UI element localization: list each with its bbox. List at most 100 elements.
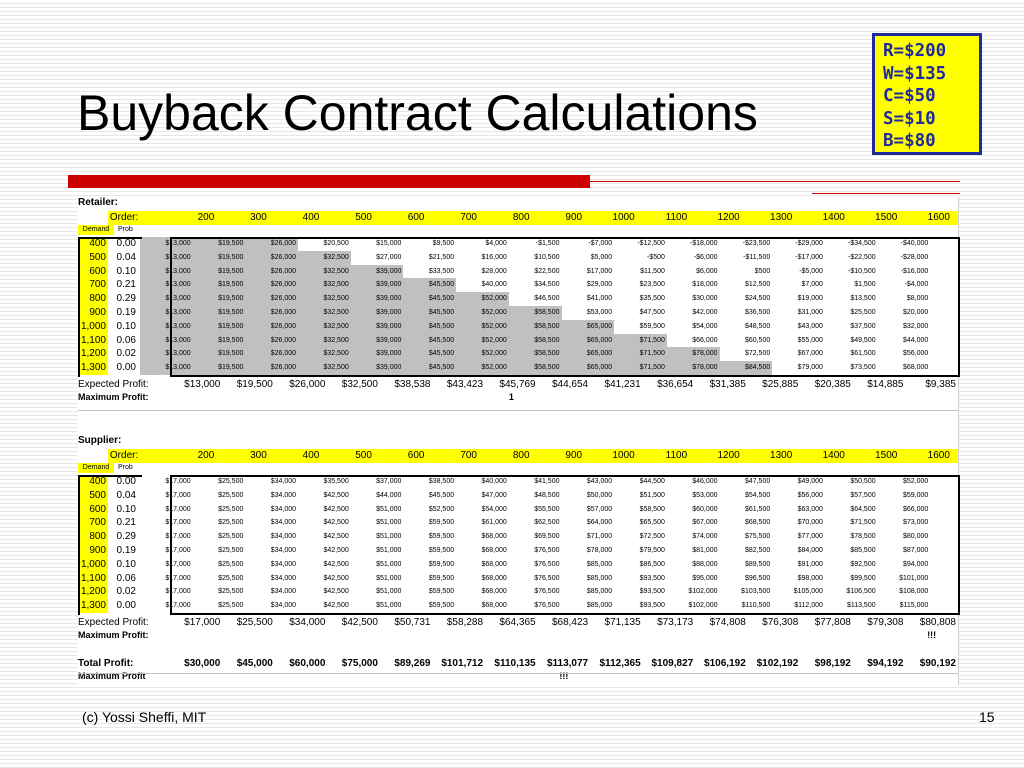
table-cell: $54,000 [481,505,507,513]
table-row: 1,100 0.06 $17,000 $25,500 $34,000 $42,500 $51… [78,571,958,586]
table-cell: $42,500 [323,602,349,610]
table-cell: $71,000 [586,533,613,541]
table-cell: $25,500 [218,588,244,596]
table-cell: $25,500 [218,546,244,554]
spreadsheet: Retailer: Order: 200 300 400 500 600 700 800 900 1… [78,197,960,685]
table-cell: $45,500 [403,305,457,320]
order-quantity: 700 [432,449,485,463]
table-row: 400 0.00 $17,000 $25,500 $34,000 $35,500 $37,0… [78,475,958,489]
expected-value: $45,769 [499,378,536,390]
table-row: 900 0.19 $13,000 $19,500 $26,000 $32,500 $39,0… [78,305,958,320]
table-cell: $21,500 [428,253,455,261]
table-cell: $103,500 [741,588,771,596]
param-c: C=$50 [883,86,936,106]
table-cell: $93,500 [639,574,665,582]
table-cell: $46,500 [534,295,560,303]
prob-value: 0.10 [116,558,136,570]
order-quantity: 200 [169,211,223,225]
table-cell: $13,000 [140,237,193,251]
demand-value: 800 [78,292,108,306]
table-cell: -$22,500 [847,253,876,261]
table-cell: $17,000 [165,478,191,485]
table-cell: -$10,500 [847,267,876,275]
order-quantity: 1000 [590,211,643,225]
row-cells: $13,000 $19,500 $26,000 $32,500 $39,000 $45,5… [140,361,930,375]
table-cell: $20,000 [903,308,929,316]
table-cell: $13,000 [140,250,193,265]
table-cell: $17,000 [586,267,613,275]
table-cell: $42,500 [323,519,349,527]
table-cell: $115,000 [899,602,929,610]
table-cell: $42,500 [323,588,349,596]
supplier-demand-prob-header: Demand Prob [78,463,148,473]
supplier-max-row: Maximum Profit:!!! [78,629,958,641]
expected-value: $58,288 [446,616,484,628]
table-cell: $55,500 [534,505,560,513]
order-quantity: 300 [222,449,275,463]
expected-value: $20,385 [814,378,851,390]
table-cell: $51,000 [376,560,402,568]
section-divider [78,410,958,411]
table-cell: $26,000 [245,237,299,251]
table-cell: $112,000 [794,602,823,610]
order-quantity: 1500 [852,449,906,463]
expected-value: $74,808 [709,616,746,628]
table-cell: $42,500 [323,574,349,582]
table-cell: $91,000 [797,560,823,568]
table-cell: $67,000 [692,519,718,527]
table-cell: $106,500 [846,588,876,596]
table-cell: $8,000 [906,295,929,303]
table-cell: $25,500 [218,519,244,527]
table-row: 800 0.29 $17,000 $25,500 $34,000 $42,500 $51,0… [78,530,958,544]
row-cells: $17,000 $25,500 $34,000 $42,500 $51,000 $59,5… [140,530,930,544]
param-s: S=$10 [883,108,936,129]
row-cells: $17,000 $25,500 $34,000 $42,500 $51,000 $59,5… [140,572,930,586]
table-cell: $94,000 [903,560,929,568]
table-cell: $34,000 [270,478,297,485]
order-quantity: 900 [537,211,591,225]
table-cell: $76,500 [534,574,560,582]
retailer-order-row: Order: 200 300 400 500 600 700 800 900 1000 1100 12… [78,211,958,225]
table-cell: $58,500 [508,319,562,334]
table-cell: $95,000 [692,574,718,582]
table-cell: $58,500 [508,347,562,362]
retailer-title: Retailer: [78,197,119,208]
table-cell: $32,500 [298,278,351,293]
expected-value: $50,731 [394,616,431,628]
total-value: $30,000 [184,657,221,669]
table-cell: $32,500 [298,264,351,279]
row-cells: $13,000 $19,500 $26,000 $32,500 $39,000 $45,5… [140,333,930,348]
expected-value: $34,000 [289,616,326,628]
table-cell: $65,500 [639,519,665,527]
table-cell: $71,500 [614,361,667,375]
total-value: $102,192 [756,657,799,669]
order-quantity: 500 [327,449,380,463]
total-value: $113,077 [546,657,589,669]
table-cell: $41,500 [534,478,560,485]
order-quantity: 1000 [590,449,643,463]
expected-value: $19,500 [236,378,273,390]
table-row: 400 0.00 $13,000 $19,500 $26,000 $20,500 $15,0… [78,237,958,251]
table-cell: $84,000 [797,546,823,554]
table-cell: $19,500 [192,361,246,375]
table-cell: -$5,000 [799,267,823,275]
supplier-expected-row: Expected Profit: $17,000 $25,500 $34,000 $42… [78,615,958,629]
prob-value: 0.19 [116,306,136,318]
table-cell: $18,000 [692,281,718,289]
expected-value: $26,000 [289,378,326,390]
table-cell: $58,500 [508,361,562,375]
table-cell: $64,000 [586,519,613,527]
table-cell: $32,000 [903,322,929,330]
expected-label: Expected Profit: [78,378,149,390]
table-cell: $57,000 [586,505,613,513]
table-cell: $39,000 [350,278,404,293]
table-cell: $13,000 [140,333,193,348]
order-quantity: 900 [537,449,591,463]
table-cell: $39,000 [350,361,404,375]
table-cell: $65,000 [561,319,615,334]
table-cell: $101,000 [899,574,929,582]
table-cell: $51,000 [376,574,402,582]
supplier-order-row: Order: 200 300 400 500 600 700 800 900 1000 1100 12… [78,449,958,463]
table-cell: $19,500 [192,319,246,334]
table-cell: $42,500 [323,505,349,513]
